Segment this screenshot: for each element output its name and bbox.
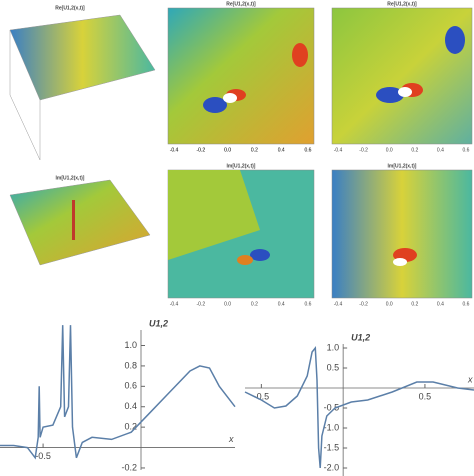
- tick-label: -0.2: [359, 301, 368, 307]
- tick-label: 0.4: [278, 147, 285, 153]
- tick-label: 0.6: [305, 301, 312, 307]
- panel-title: Im[U1,2(x,t)]: [388, 163, 417, 169]
- density-plot: Im[U1,2(x,t)]: [167, 163, 315, 299]
- tick-label: -0.2: [359, 147, 368, 153]
- panel-title: Im[U1,2(x,t)]: [56, 175, 85, 181]
- tick-label: 0.0: [386, 147, 393, 153]
- y-tick-label: 1.0: [327, 342, 340, 352]
- tick-label: 0.0: [224, 147, 231, 153]
- x-axis-label: x: [467, 374, 473, 384]
- tick-label: -0.4: [334, 147, 343, 153]
- y-tick-label: 0.8: [124, 360, 137, 370]
- tick-label: 0.2: [251, 147, 258, 153]
- tick-label: 0.4: [437, 301, 444, 307]
- panel-title: Im[U1,2(x,t)]: [227, 163, 256, 169]
- chart-title: U1,2: [149, 318, 168, 328]
- y-tick-label: -0.2: [121, 462, 137, 472]
- tick-label: 0.2: [251, 147, 258, 153]
- y-tick-label: 0.5: [327, 362, 340, 372]
- x-tick-label: 0.5: [419, 391, 432, 401]
- density-plot: Re[U1,2(x,t)]: [331, 1, 473, 145]
- tick-label: 0.0: [224, 147, 231, 153]
- panel-title: Re[U1,2(x,t)]: [55, 5, 85, 11]
- tick-label: 0.2: [411, 301, 418, 307]
- surface-plot: Re[U1,2(x,t)]: [9, 5, 156, 161]
- tick-label: -0.2: [196, 301, 205, 307]
- y-tick-label: -1.0: [324, 422, 340, 432]
- tick-label: 0.6: [305, 147, 312, 153]
- tick-label: -0.4: [170, 147, 179, 153]
- panel-title: Re[U1,2(x,t)]: [226, 1, 256, 7]
- density-plot: Im[U1,2(x,t)]: [331, 163, 473, 299]
- y-tick-label: 1.0: [124, 340, 137, 350]
- x-tick-label: -0.5: [35, 451, 51, 461]
- surface-plot: Im[U1,2(x,t)]: [9, 175, 151, 266]
- density-plot: Re[U1,2(x,t)]: [167, 1, 315, 145]
- chart-title: U1,2: [351, 332, 370, 342]
- tick-label: 0.6: [463, 147, 470, 153]
- line-series: [244, 345, 474, 469]
- tick-label: 0.4: [278, 147, 285, 153]
- tick-label: -0.2: [196, 147, 205, 153]
- tick-label: 0.2: [251, 301, 258, 307]
- tick-label: 0.0: [224, 301, 231, 307]
- tick-label: 0.6: [463, 301, 470, 307]
- y-tick-label: 0.4: [124, 401, 137, 411]
- y-tick-label: 0.2: [124, 422, 137, 432]
- y-tick-label: 0.6: [124, 381, 137, 391]
- tick-label: 0.4: [437, 147, 444, 153]
- tick-label: 0.6: [305, 147, 312, 153]
- y-tick-label: -0.5: [324, 402, 340, 412]
- y-tick-label: -2.0: [324, 462, 340, 472]
- line-series: [0, 325, 236, 460]
- tick-label: -0.2: [196, 147, 205, 153]
- panel-title: Re[U1,2(x,t)]: [387, 1, 417, 7]
- tick-label: 0.4: [278, 301, 285, 307]
- tick-label: 0.0: [386, 301, 393, 307]
- x-axis-label: x: [228, 434, 234, 444]
- tick-label: -0.4: [170, 147, 179, 153]
- x-tick-label: -0.5: [254, 391, 270, 401]
- y-tick-label: -1.5: [324, 442, 340, 452]
- tick-label: -0.4: [334, 301, 343, 307]
- tick-label: -0.4: [170, 301, 179, 307]
- tick-label: 0.2: [411, 147, 418, 153]
